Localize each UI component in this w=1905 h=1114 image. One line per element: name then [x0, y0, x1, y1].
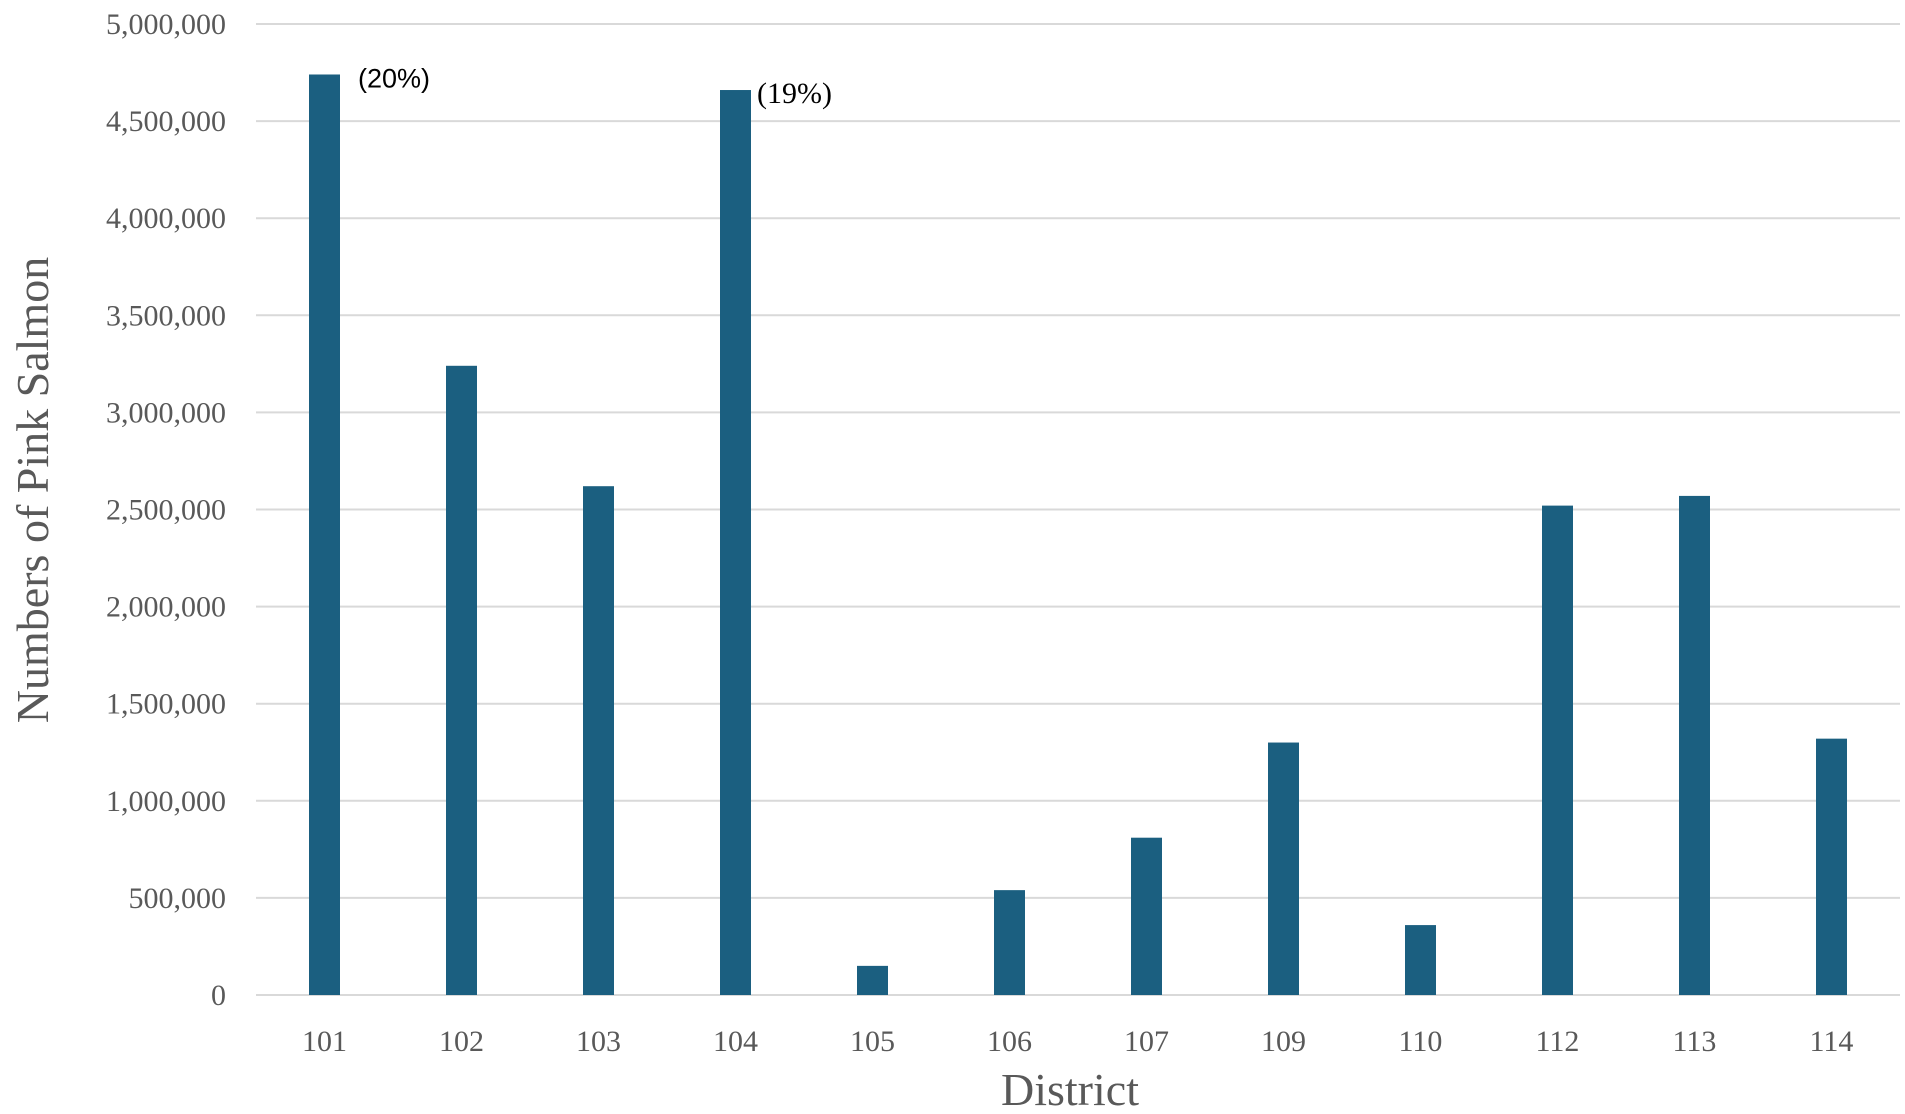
- bar-104: [720, 90, 751, 995]
- x-tick-label: 112: [1536, 1025, 1580, 1058]
- x-tick-label: 103: [576, 1025, 621, 1058]
- y-tick-label: 5,000,000: [106, 8, 226, 41]
- x-tick-label: 107: [1124, 1025, 1169, 1058]
- y-tick-label: 4,500,000: [106, 105, 226, 138]
- bar-annotations: (20%) (19%): [358, 63, 832, 110]
- bar-114: [1816, 738, 1847, 995]
- x-tick-label: 102: [439, 1025, 484, 1058]
- bar-112: [1542, 505, 1573, 995]
- bars: [309, 74, 1847, 995]
- x-tick-label: 114: [1810, 1025, 1854, 1058]
- bar-113: [1679, 495, 1710, 995]
- bar-107: [1131, 837, 1162, 995]
- y-tick-label: 0: [211, 979, 226, 1012]
- x-tick-label: 105: [850, 1025, 895, 1058]
- bar-103: [583, 486, 614, 995]
- x-tick-label: 110: [1399, 1025, 1443, 1058]
- y-tick-label: 2,500,000: [106, 494, 226, 527]
- y-tick-label: 1,500,000: [106, 688, 226, 721]
- x-tick-label: 104: [713, 1025, 758, 1058]
- gridlines: [256, 23, 1900, 996]
- y-tick-label: 3,500,000: [106, 299, 226, 332]
- bar-109: [1268, 742, 1299, 995]
- bar-annotation-104: (19%): [757, 77, 832, 110]
- x-tick-label: 101: [302, 1025, 347, 1058]
- x-tick-label: 109: [1261, 1025, 1306, 1058]
- y-tick-label: 1,000,000: [106, 785, 226, 818]
- bar-102: [446, 365, 477, 995]
- y-tick-label: 4,000,000: [106, 202, 226, 235]
- x-tick-label: 106: [987, 1025, 1032, 1058]
- x-tick-label: 113: [1673, 1025, 1717, 1058]
- x-axis-tick-labels: 101 102 103 104 105 106 107 109 110 112 113 114: [302, 1025, 1853, 1058]
- y-tick-label: 3,000,000: [106, 396, 226, 429]
- bar-105: [857, 965, 888, 995]
- bar-annotation-101: (20%): [358, 63, 430, 93]
- y-tick-label: 500,000: [129, 882, 227, 915]
- y-tick-label: 2,000,000: [106, 591, 226, 624]
- y-axis-title: Numbers of Pink Salmon: [7, 257, 58, 723]
- bar-110: [1405, 925, 1436, 995]
- bar-106: [994, 890, 1025, 995]
- x-axis-title: District: [1001, 1064, 1139, 1114]
- bar-101: [309, 74, 340, 995]
- y-axis-tick-labels: 0 500,000 1,000,000 1,500,000 2,000,000 2,500…: [106, 8, 226, 1012]
